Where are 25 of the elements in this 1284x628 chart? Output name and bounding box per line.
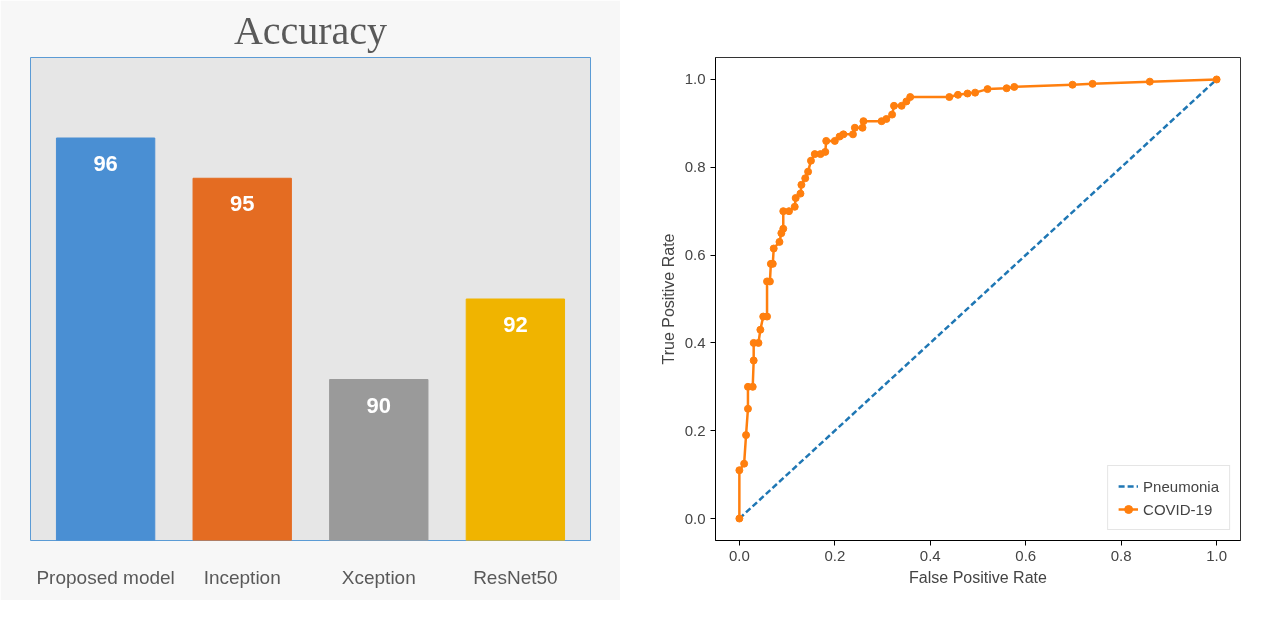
data-label: 92 (503, 312, 528, 337)
chart-title: Accuracy (233, 7, 388, 53)
x-axis-title: False Positive Rate (909, 568, 1048, 586)
x-tick-label: Proposed model (36, 566, 175, 588)
x-tick-label: 0.0 (728, 546, 750, 564)
x-tick-label: Inception (203, 566, 281, 588)
y-tick-label: 1.0 (684, 70, 706, 88)
y-tick-label: 0.8 (684, 158, 706, 176)
y-tick-label: 0.0 (684, 509, 706, 527)
y-tick-label: 0.6 (684, 246, 706, 264)
data-label: 90 (366, 392, 392, 418)
x-tick-label: 0.8 (1110, 546, 1132, 564)
legend-label: COVID-19 (1143, 500, 1213, 518)
x-tick-label: Xception (341, 566, 416, 588)
y-tick-label: 0.2 (684, 421, 706, 439)
x-tick-label: 0.4 (919, 546, 941, 564)
x-tick-label: ResNet50 (473, 566, 558, 588)
x-tick-label: 0.2 (824, 546, 846, 564)
y-tick-label: 0.4 (684, 333, 706, 351)
legend-label: Pneumonia (1143, 477, 1219, 495)
y-axis-title: True Positive Rate (659, 233, 677, 365)
x-tick-label: 0.6 (1015, 546, 1037, 564)
x-tick-label: 1.0 (1206, 546, 1228, 564)
data-label: 95 (229, 191, 255, 217)
data-label: 96 (93, 151, 118, 176)
